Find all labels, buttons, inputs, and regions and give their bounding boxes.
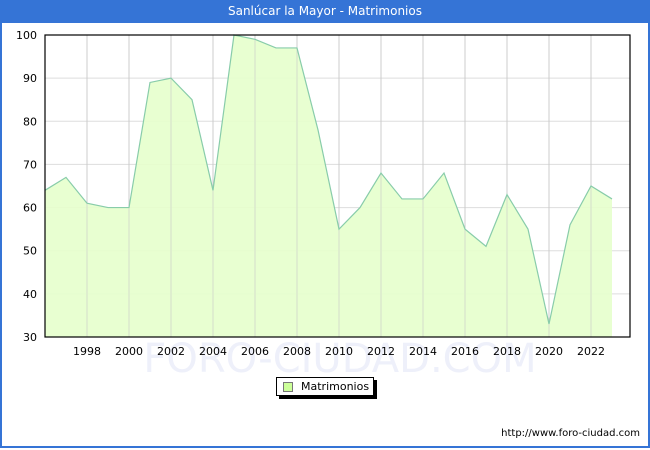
- x-tick-label: 2014: [409, 345, 437, 358]
- watermark: FORO-CIUDAD.COM: [143, 336, 536, 382]
- y-tick-label: 100: [16, 29, 37, 42]
- x-tick-label: 2022: [577, 345, 605, 358]
- y-tick-label: 70: [23, 158, 37, 171]
- y-tick-label: 40: [23, 288, 37, 301]
- series-line: [44, 34, 613, 325]
- x-tick-label: 2016: [451, 345, 479, 358]
- x-tick-label: 2020: [535, 345, 563, 358]
- x-tick-label: 2002: [157, 345, 185, 358]
- x-tick-label: 2006: [241, 345, 269, 358]
- x-tick-label: 2018: [493, 345, 521, 358]
- plot-border: [44, 34, 631, 338]
- legend-label: Matrimonios: [301, 380, 370, 393]
- y-tick-label: 60: [23, 202, 37, 215]
- x-tick-label: 2012: [367, 345, 395, 358]
- y-tick-label: 80: [23, 115, 37, 128]
- legend-swatch-icon: [283, 381, 293, 392]
- y-tick-label: 90: [23, 72, 37, 85]
- legend: Matrimonios: [276, 377, 374, 396]
- y-tick-label: 50: [23, 245, 37, 258]
- x-tick-label: 2008: [283, 345, 311, 358]
- chart-title: Sanlúcar la Mayor - Matrimonios: [0, 0, 650, 23]
- x-tick-label: 2004: [199, 345, 227, 358]
- source-url: http://www.foro-ciudad.com: [501, 428, 640, 439]
- x-tick-label: 2000: [115, 345, 143, 358]
- y-tick-label: 30: [23, 331, 37, 344]
- area-fill: [45, 35, 612, 337]
- x-tick-label: 1998: [73, 345, 101, 358]
- x-tick-label: 2010: [325, 345, 353, 358]
